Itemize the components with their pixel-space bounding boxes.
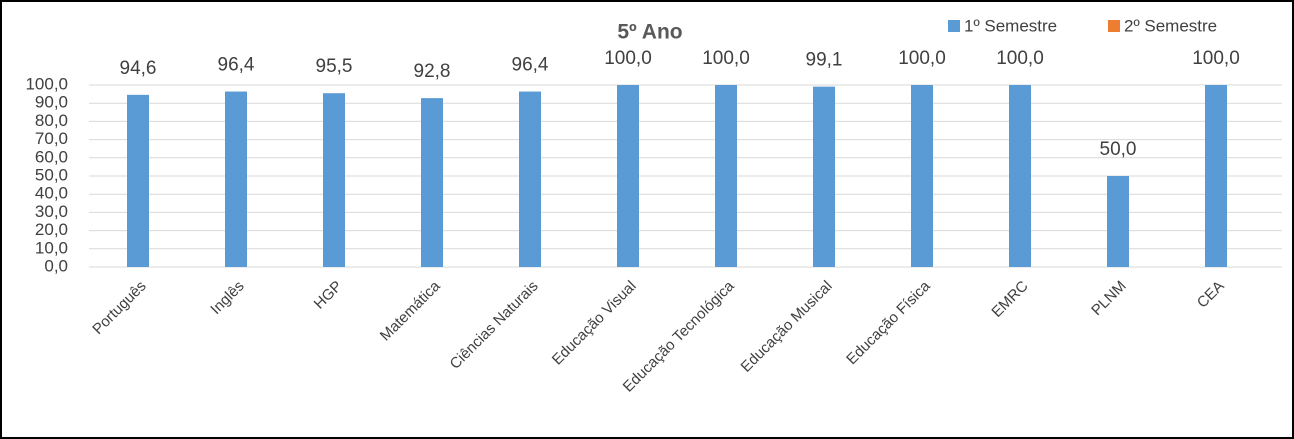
bar [813,86,835,267]
value-label: 92,8 [414,61,451,82]
bar [1009,85,1031,267]
bar [421,98,443,267]
y-tick-label: 40,0 [35,184,68,203]
value-label: 96,4 [512,55,549,76]
legend-label: 1º Semestre [964,16,1057,35]
legend-label: 2º Semestre [1124,16,1217,35]
y-tick-label: 100,0 [25,74,68,93]
value-label: 95,5 [316,56,353,77]
bar [127,94,149,267]
bar [1107,176,1129,267]
bar [225,91,247,267]
value-label: 100,0 [702,48,750,69]
bar [911,85,933,267]
bar [519,91,541,267]
bar [715,85,737,267]
y-tick-label: 80,0 [35,111,68,130]
y-tick-label: 30,0 [35,202,68,221]
y-tick-label: 10,0 [35,238,68,257]
y-tick-label: 0,0 [44,256,68,275]
value-label: 100,0 [996,48,1044,69]
y-tick-label: 50,0 [35,165,68,184]
value-label: 94,6 [120,58,157,79]
legend-swatch [1108,20,1120,32]
bar [1205,85,1227,267]
chart-title: 5º Ano [617,21,682,44]
y-tick-label: 60,0 [35,147,68,166]
value-label: 99,1 [806,50,843,71]
value-label: 50,0 [1100,139,1137,160]
y-tick-label: 90,0 [35,93,68,112]
y-tick-label: 70,0 [35,129,68,148]
value-label: 100,0 [1192,48,1240,69]
value-label: 100,0 [898,48,946,69]
bar [617,85,639,267]
y-tick-label: 20,0 [35,220,68,239]
bar [323,93,345,267]
legend-swatch [948,20,960,32]
value-label: 100,0 [604,48,652,69]
value-label: 96,4 [218,55,255,76]
